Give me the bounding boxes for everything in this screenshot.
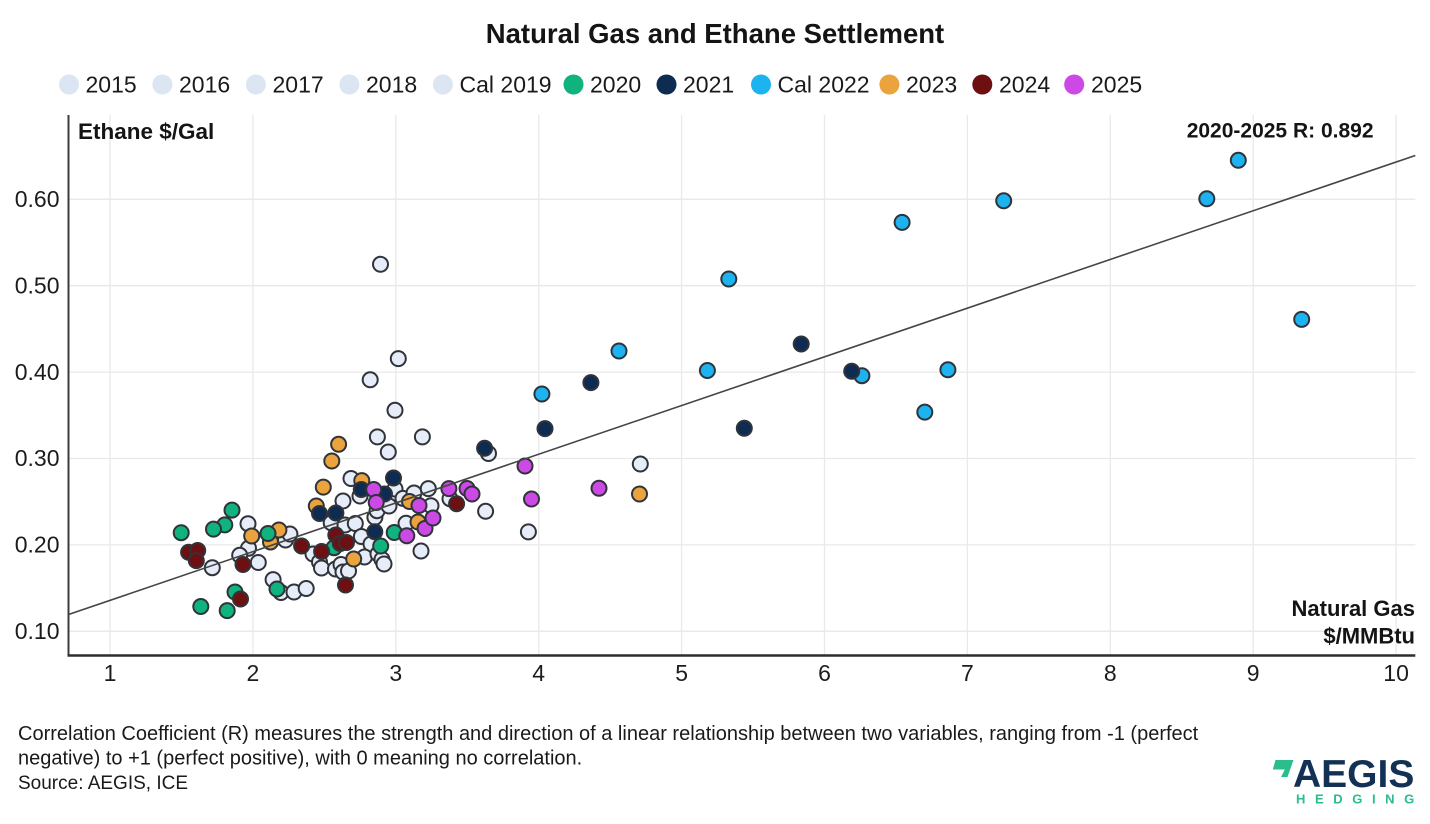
svg-text:2015: 2015 (86, 72, 137, 98)
svg-text:$/MMBtu: $/MMBtu (1323, 624, 1415, 649)
svg-text:4: 4 (532, 660, 545, 686)
svg-text:0.30: 0.30 (15, 445, 60, 471)
svg-text:0.20: 0.20 (15, 532, 60, 558)
svg-text:Cal 2019: Cal 2019 (460, 72, 552, 98)
svg-text:2016: 2016 (179, 72, 230, 98)
svg-text:Correlation Coefficient (R) me: Correlation Coefficient (R) measures the… (18, 723, 1199, 745)
svg-text:0.60: 0.60 (15, 186, 60, 212)
svg-text:Source: AEGIS, ICE: Source: AEGIS, ICE (18, 773, 188, 794)
svg-text:2024: 2024 (999, 72, 1050, 98)
svg-text:AEGIS: AEGIS (1293, 753, 1414, 796)
svg-text:HEDGING: HEDGING (1296, 792, 1424, 807)
svg-text:5: 5 (675, 660, 688, 686)
svg-text:2021: 2021 (683, 72, 734, 98)
svg-text:8: 8 (1104, 660, 1117, 686)
svg-text:2020-2025 R: 0.892: 2020-2025 R: 0.892 (1187, 120, 1374, 143)
svg-text:2025: 2025 (1091, 72, 1142, 98)
svg-text:2023: 2023 (906, 72, 957, 98)
svg-text:Cal 2022: Cal 2022 (778, 72, 870, 98)
svg-text:9: 9 (1247, 660, 1260, 686)
svg-text:Natural Gas: Natural Gas (1292, 596, 1416, 621)
svg-text:7: 7 (961, 660, 974, 686)
svg-text:2018: 2018 (366, 72, 417, 98)
svg-text:2017: 2017 (273, 72, 324, 98)
svg-text:2: 2 (247, 660, 260, 686)
svg-text:10: 10 (1383, 660, 1409, 686)
svg-text:3: 3 (389, 660, 402, 686)
svg-text:0.40: 0.40 (15, 359, 60, 385)
svg-text:Natural Gas and Ethane Settlem: Natural Gas and Ethane Settlement (486, 18, 944, 49)
svg-text:0.10: 0.10 (15, 618, 60, 644)
svg-text:2020: 2020 (590, 72, 641, 98)
svg-text:0.50: 0.50 (15, 272, 60, 298)
svg-text:1: 1 (104, 660, 117, 686)
svg-text:Ethane $/Gal: Ethane $/Gal (78, 119, 214, 144)
svg-text:6: 6 (818, 660, 831, 686)
svg-text:negative) to +1 (perfect posit: negative) to +1 (perfect positive), with… (18, 748, 582, 770)
